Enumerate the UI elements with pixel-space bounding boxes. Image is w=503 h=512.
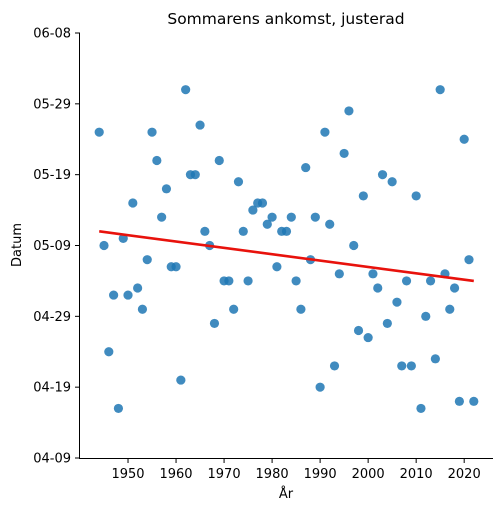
- trend-line: [99, 230, 474, 283]
- data-point-41: [291, 276, 301, 286]
- data-point-8: [133, 283, 143, 293]
- data-point-37: [272, 262, 282, 272]
- data-point-46: [315, 382, 325, 392]
- data-point-55: [358, 191, 368, 201]
- x-tick-label-3: 1980: [256, 467, 289, 482]
- data-point-78: [469, 396, 479, 406]
- data-point-61: [387, 177, 397, 187]
- data-point-35: [262, 219, 272, 229]
- x-tick-label-2: 1970: [208, 467, 241, 482]
- data-point-77: [464, 255, 474, 265]
- data-point-27: [224, 276, 234, 286]
- y-tick-label-4: 05-19: [33, 168, 71, 183]
- x-axis-label: År: [279, 486, 294, 502]
- data-point-30: [238, 226, 248, 236]
- y-tick-label-0: 04-09: [33, 452, 71, 467]
- data-point-73: [445, 304, 455, 314]
- x-tick-label-5: 2000: [352, 467, 385, 482]
- data-point-57: [368, 269, 378, 279]
- y-axis-label: Datum: [10, 223, 25, 267]
- data-point-18: [181, 85, 191, 95]
- data-point-60: [382, 318, 392, 329]
- data-point-13: [157, 212, 167, 222]
- data-point-45: [310, 212, 320, 222]
- data-point-24: [209, 318, 220, 329]
- data-point-69: [425, 276, 436, 286]
- data-point-65: [406, 361, 416, 371]
- data-point-34: [257, 198, 268, 208]
- x-axis-ticks: 1950 1960 1970 1980 1990 2000 2010 2020: [111, 458, 481, 482]
- data-point-66: [411, 191, 421, 201]
- data-point-49: [329, 361, 340, 371]
- data-point-63: [397, 361, 407, 371]
- data-point-53: [349, 240, 359, 251]
- x-tick-label-7: 2020: [448, 467, 481, 482]
- data-point-0: [94, 127, 104, 137]
- data-point-70: [430, 354, 440, 364]
- x-tick-label-4: 1990: [304, 467, 337, 482]
- data-point-6: [123, 290, 133, 300]
- data-point-14: [161, 184, 172, 194]
- y-tick-label-6: 06-08: [33, 27, 71, 42]
- data-point-54: [353, 325, 364, 336]
- data-point-48: [325, 219, 335, 229]
- data-point-4: [113, 403, 124, 414]
- data-point-28: [229, 304, 239, 314]
- data-point-17: [176, 375, 186, 385]
- data-point-36: [267, 212, 277, 222]
- data-points: [94, 85, 479, 414]
- data-point-40: [286, 212, 296, 222]
- data-point-21: [195, 120, 205, 130]
- data-point-42: [296, 304, 306, 314]
- data-point-62: [392, 297, 402, 307]
- data-point-64: [401, 276, 412, 286]
- data-point-22: [200, 226, 210, 236]
- data-point-59: [377, 170, 388, 180]
- data-point-31: [243, 276, 253, 286]
- data-point-71: [435, 85, 445, 95]
- data-point-7: [128, 198, 138, 208]
- x-tick-label-6: 2010: [400, 467, 433, 482]
- x-tick-label-0: 1950: [111, 467, 144, 482]
- x-tick-label-1: 1960: [159, 467, 192, 482]
- data-point-20: [190, 170, 200, 180]
- data-point-56: [363, 332, 373, 343]
- y-tick-label-2: 04-29: [33, 310, 71, 325]
- data-point-51: [339, 148, 349, 159]
- data-point-67: [416, 403, 426, 414]
- data-point-75: [454, 396, 464, 406]
- data-point-25: [214, 155, 224, 166]
- data-point-50: [334, 269, 344, 279]
- data-point-74: [449, 283, 460, 293]
- data-point-39: [281, 226, 292, 236]
- chart-title: Sommarens ankomst, justerad: [167, 10, 404, 28]
- data-point-9: [137, 304, 148, 314]
- data-point-43: [301, 162, 311, 173]
- data-point-32: [248, 205, 258, 215]
- data-point-58: [373, 283, 383, 293]
- data-point-10: [142, 255, 152, 265]
- y-tick-label-3: 05-09: [33, 239, 71, 254]
- data-point-3: [109, 290, 119, 300]
- data-point-29: [233, 177, 244, 187]
- data-point-68: [421, 311, 431, 321]
- data-point-11: [147, 127, 157, 137]
- data-point-16: [171, 262, 181, 272]
- data-point-12: [152, 155, 162, 166]
- y-tick-label-1: 04-19: [33, 381, 71, 396]
- data-point-52: [344, 106, 354, 116]
- data-point-2: [104, 347, 114, 357]
- y-axis-ticks: 04-09 04-19 04-29 05-09 05-19 05-29 06-08: [33, 27, 80, 467]
- data-point-1: [99, 240, 109, 251]
- data-point-76: [459, 134, 469, 144]
- y-tick-label-5: 05-29: [33, 97, 71, 112]
- data-point-47: [320, 127, 330, 137]
